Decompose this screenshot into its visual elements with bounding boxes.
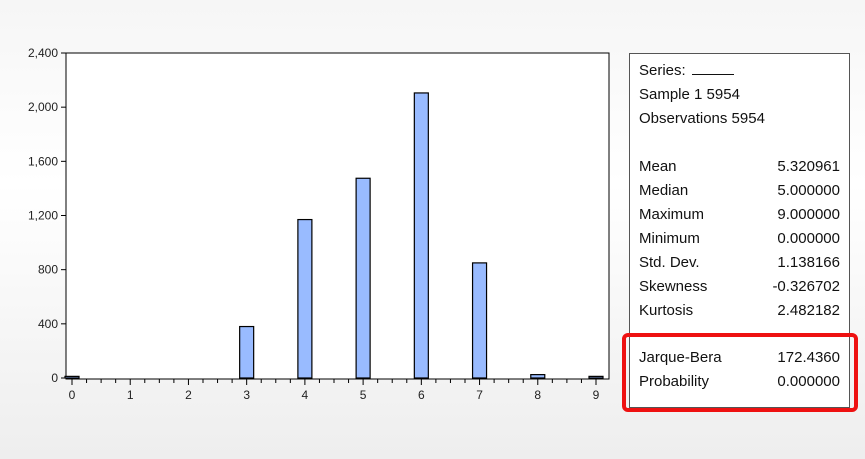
x-tick-label: 8	[534, 388, 541, 402]
stat-value: 9.000000	[777, 206, 840, 223]
observations-count: Observations 5954	[639, 110, 765, 127]
bars	[64, 92, 604, 379]
x-tick-label: 0	[69, 388, 76, 402]
bar	[64, 375, 80, 379]
bar	[413, 92, 429, 379]
series-label: Series:	[639, 62, 686, 79]
sample-range: Sample 1 5954	[639, 86, 740, 103]
stat-label: Minimum	[639, 230, 700, 247]
x-tick-label: 5	[360, 388, 367, 402]
y-tick-label: 0	[51, 371, 58, 385]
x-tick-label: 6	[418, 388, 425, 402]
bar	[355, 177, 371, 379]
stat-label: Median	[639, 182, 689, 199]
stat-value: 172.4360	[777, 349, 840, 366]
bar	[471, 262, 488, 379]
y-tick-label: 800	[38, 263, 58, 277]
stat-label: Mean	[639, 158, 677, 175]
y-tick-label: 1,600	[28, 154, 58, 168]
bar	[297, 218, 313, 379]
jarque-bera-highlight-box	[622, 333, 858, 412]
x-axis: 0 1 2 3 4 5 6 7 8 9	[66, 378, 609, 402]
statistics-panel: Series: Sample 1 5954 Observations 5954 …	[629, 53, 850, 408]
stat-label: Jarque-Bera	[639, 349, 722, 366]
bar	[530, 374, 546, 379]
x-tick-label: 4	[302, 388, 309, 402]
x-tick-label: 7	[476, 388, 483, 402]
x-tick-label: 1	[127, 388, 134, 402]
series-name-blank	[691, 62, 734, 75]
y-tick-label: 1,200	[28, 209, 58, 223]
x-tick-label: 3	[243, 388, 250, 402]
stat-label: Std. Dev.	[639, 254, 700, 271]
y-axis: 0 400 800 1,200 1,600 2,000 2,400	[28, 46, 66, 385]
stat-label: Skewness	[639, 278, 708, 295]
series-line: Series:	[639, 62, 734, 80]
stat-value: 0.000000	[777, 230, 840, 247]
stat-label: Maximum	[639, 206, 705, 223]
y-tick-label: 2,000	[28, 100, 58, 114]
stat-value: 5.320961	[777, 158, 840, 175]
stat-value: 1.138166	[777, 254, 840, 271]
stat-value: 0.000000	[777, 373, 840, 390]
bar	[239, 325, 255, 379]
stat-label: Kurtosis	[639, 302, 694, 319]
x-tick-label: 2	[185, 388, 192, 402]
x-tick-label: 9	[593, 388, 600, 402]
stat-label: Probability	[639, 373, 710, 390]
y-tick-label: 2,400	[28, 46, 58, 60]
plot-area	[65, 52, 610, 380]
stat-value: 5.000000	[777, 182, 840, 199]
stat-value: 2.482182	[777, 302, 840, 319]
bar	[588, 375, 604, 379]
y-tick-label: 400	[38, 317, 58, 331]
stat-value: -0.326702	[772, 278, 840, 295]
